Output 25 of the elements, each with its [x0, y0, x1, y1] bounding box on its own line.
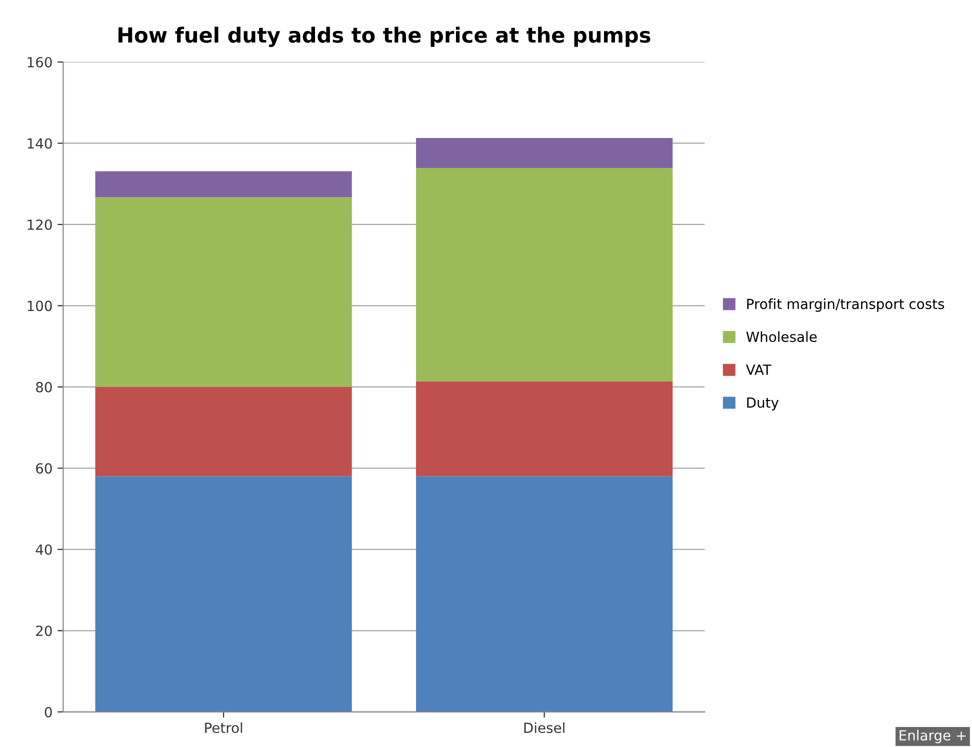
legend-label: Profit margin/transport costs — [747, 298, 944, 312]
y-tick-label: 60 — [36, 463, 52, 474]
bar — [95, 171, 352, 198]
legend-label: Wholesale — [746, 331, 817, 342]
bar — [95, 197, 352, 387]
y-tick-label: 80 — [36, 382, 52, 392]
bar — [416, 168, 673, 382]
bar — [416, 381, 673, 476]
y-tick-label: 100 — [28, 300, 52, 312]
legend-label: Duty — [747, 397, 779, 410]
text: Enlarge + — [900, 730, 966, 744]
bar — [416, 138, 673, 168]
bar — [95, 386, 352, 476]
y-tick-label: 0 — [44, 706, 52, 718]
y-tick-label: 140 — [28, 138, 52, 149]
bar — [416, 476, 673, 712]
bar — [95, 476, 352, 712]
x-tick-label: Diesel — [524, 722, 564, 734]
x-tick-label: Petrol — [205, 722, 242, 734]
legend-label: VAT — [746, 364, 772, 375]
y-tick-label: 40 — [36, 544, 52, 555]
y-tick-label: 120 — [28, 219, 52, 230]
y-tick-label: 20 — [36, 626, 52, 636]
y-tick-label: 160 — [28, 56, 52, 68]
chart-title: How fuel duty adds to the price at the pumps — [118, 26, 650, 48]
